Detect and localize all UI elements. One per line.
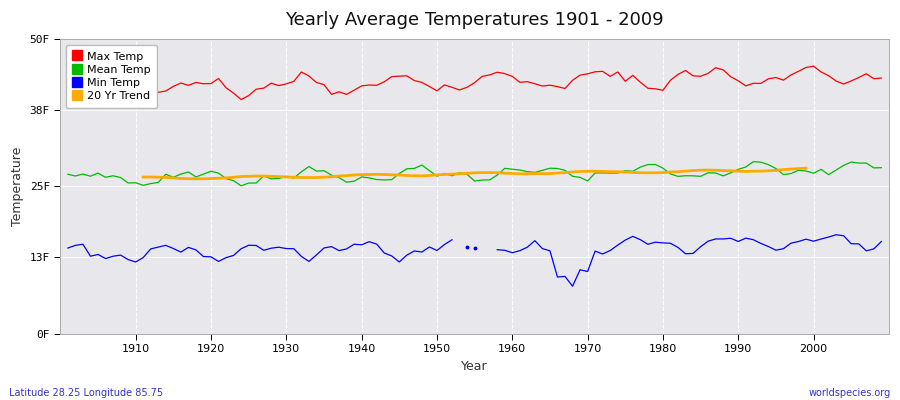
- Line: 20 Yr Trend: 20 Yr Trend: [143, 168, 806, 179]
- 20 Yr Trend: [213, 176, 224, 181]
- Min Temp: [507, 250, 517, 255]
- Line: Max Temp: Max Temp: [68, 66, 881, 100]
- Y-axis label: Temperature: Temperature: [11, 147, 24, 226]
- Mean Temp: [876, 165, 886, 170]
- Max Temp: [62, 86, 73, 90]
- 20 Yr Trend: [229, 175, 239, 180]
- Mean Temp: [122, 180, 133, 185]
- 20 Yr Trend: [733, 169, 743, 174]
- Max Temp: [341, 92, 352, 97]
- Max Temp: [876, 76, 886, 80]
- Max Temp: [236, 97, 247, 102]
- 20 Yr Trend: [484, 170, 495, 175]
- Max Temp: [122, 87, 133, 92]
- Text: worldspecies.org: worldspecies.org: [809, 388, 891, 398]
- Min Temp: [334, 248, 345, 253]
- X-axis label: Year: Year: [462, 360, 488, 373]
- Mean Temp: [515, 168, 526, 172]
- 20 Yr Trend: [198, 176, 209, 181]
- Mean Temp: [605, 171, 616, 176]
- 20 Yr Trend: [801, 166, 812, 171]
- Max Temp: [605, 74, 616, 79]
- Mean Temp: [62, 172, 73, 177]
- Min Temp: [876, 239, 886, 244]
- Max Temp: [808, 64, 819, 68]
- Max Temp: [515, 80, 526, 85]
- Min Temp: [122, 257, 133, 262]
- 20 Yr Trend: [138, 175, 148, 180]
- Title: Yearly Average Temperatures 1901 - 2009: Yearly Average Temperatures 1901 - 2009: [285, 11, 664, 29]
- Mean Temp: [296, 169, 307, 174]
- Min Temp: [515, 248, 526, 253]
- Text: Latitude 28.25 Longitude 85.75: Latitude 28.25 Longitude 85.75: [9, 388, 163, 398]
- 20 Yr Trend: [401, 173, 412, 178]
- Max Temp: [296, 70, 307, 74]
- Mean Temp: [748, 159, 759, 164]
- Mean Temp: [341, 180, 352, 184]
- Mean Temp: [507, 167, 517, 172]
- Min Temp: [62, 246, 73, 250]
- Mean Temp: [236, 184, 247, 188]
- 20 Yr Trend: [281, 174, 292, 179]
- Min Temp: [288, 246, 299, 251]
- Min Temp: [605, 248, 616, 253]
- Line: Min Temp: Min Temp: [68, 235, 881, 286]
- Legend: Max Temp, Mean Temp, Min Temp, 20 Yr Trend: Max Temp, Mean Temp, Min Temp, 20 Yr Tre…: [66, 44, 158, 108]
- Max Temp: [507, 74, 517, 79]
- Line: Mean Temp: Mean Temp: [68, 162, 881, 186]
